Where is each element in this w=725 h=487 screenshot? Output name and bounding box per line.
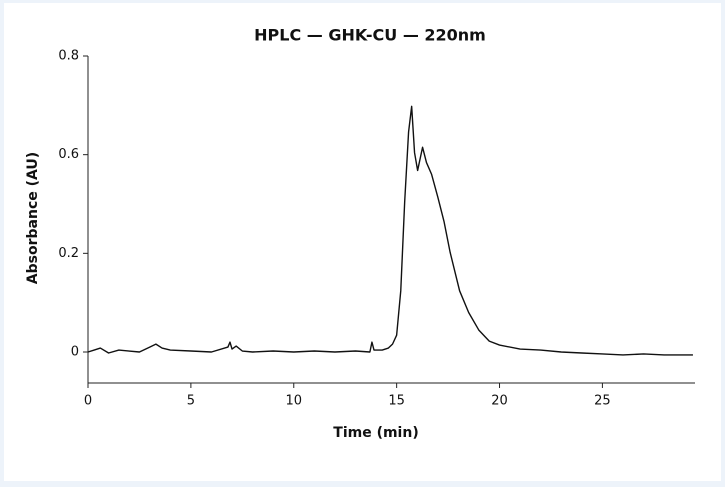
- y-tick-label: 0.2: [58, 246, 79, 261]
- trace: [87, 105, 693, 356]
- x-tick-label: 20: [491, 394, 508, 409]
- x-tick-label: 5: [187, 394, 195, 409]
- x-tick-label: 25: [594, 394, 611, 409]
- x-tick-label: 0: [84, 394, 92, 409]
- x-tick-label: 15: [388, 394, 405, 409]
- panel: [4, 3, 721, 481]
- chart-title: HPLC — GHK-CU — 220nm: [254, 26, 486, 45]
- y-tick-label: 0.8: [58, 49, 79, 64]
- y-axis-label: Absorbance (AU): [25, 152, 41, 284]
- y-tick-label: 0: [71, 345, 79, 360]
- x-axis-label: Time (min): [333, 425, 418, 441]
- x-tick-label: 10: [285, 394, 302, 409]
- y-tick-label: 0.6: [58, 147, 79, 162]
